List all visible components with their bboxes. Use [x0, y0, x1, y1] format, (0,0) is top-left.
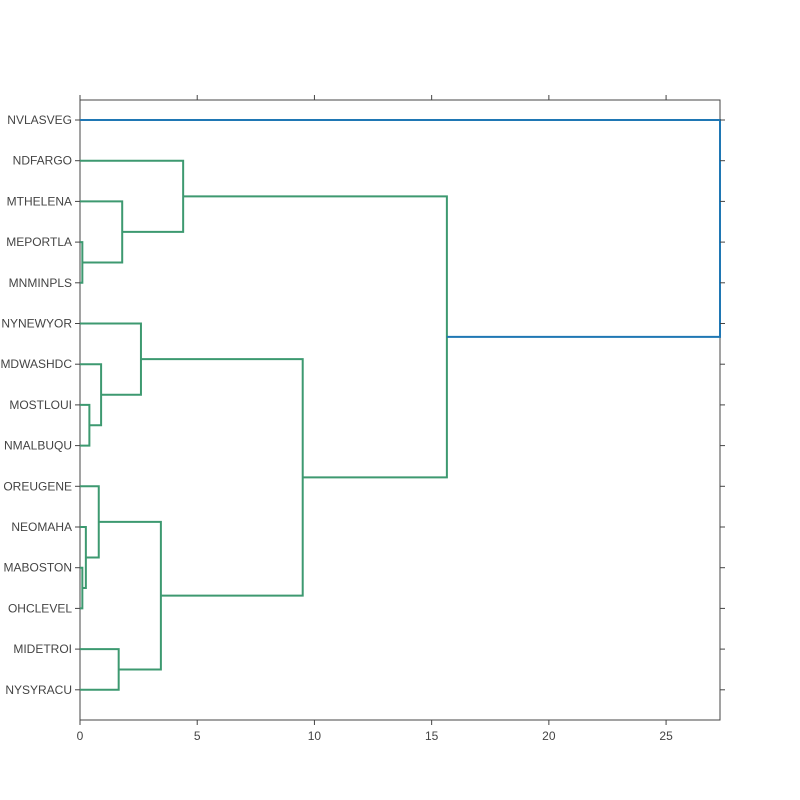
dendrogram-links — [80, 119, 721, 691]
dendrogram-link-n8 — [80, 526, 87, 590]
dendrogram-link-n9 — [80, 485, 100, 559]
leaf-label-mnminpls: MNMINPLS — [9, 276, 72, 290]
x-tick-label: 0 — [77, 729, 84, 743]
leaf-label-nvlasveg: NVLASVEG — [7, 113, 72, 127]
dendrogram-link-n14 — [80, 119, 721, 338]
dendrogram-link-n3 — [80, 159, 185, 233]
leaf-label-maboston: MABOSTON — [4, 561, 72, 575]
leaf-label-mostloui: MOSTLOUI — [9, 398, 72, 412]
x-tick-label: 15 — [425, 729, 439, 743]
dendrogram-link-n10 — [80, 648, 120, 691]
x-tick-label: 5 — [194, 729, 201, 743]
y-axis: NVLASVEG NDFARGO MTHELENA MEPORTLA MNMINPLS N… — [0, 113, 725, 697]
leaf-label-ohclevel: OHCLEVEL — [8, 601, 72, 615]
leaf-label-nmalbuqu: NMALBUQU — [4, 439, 72, 453]
dendrogram-link-n4 — [80, 403, 91, 447]
dendrogram-link-n2 — [80, 200, 124, 264]
leaf-label-ndfargo: NDFARGO — [13, 154, 72, 168]
leaf-label-mthelena: MTHELENA — [7, 194, 72, 208]
leaf-label-neomaha: NEOMAHA — [11, 520, 72, 534]
dendrogram-link-n7 — [80, 566, 84, 610]
leaf-label-oreugene: OREUGENE — [3, 479, 72, 493]
dendrogram-link-n13 — [183, 195, 448, 479]
dendrogram-link-n11 — [98, 520, 162, 671]
dendrogram-link-n6 — [80, 322, 142, 396]
leaf-label-midetroi: MIDETROI — [13, 642, 72, 656]
leaf-label-meportla: MEPORTLA — [6, 235, 72, 249]
x-axis: 0 5 10 15 20 25 — [77, 95, 673, 743]
dendrogram-link-n1 — [80, 241, 84, 284]
x-tick-label: 20 — [542, 729, 556, 743]
plot-frame — [79, 99, 721, 721]
dendrogram-link-n5 — [80, 363, 103, 427]
leaf-label-mdwashdc: MDWASHDC — [0, 357, 72, 371]
x-tick-label: 25 — [659, 729, 673, 743]
leaf-label-nynewyor: NYNEWYOR — [1, 317, 72, 331]
dendrogram-link-n12 — [140, 358, 304, 597]
x-tick-label: 10 — [308, 729, 322, 743]
leaf-label-nysyracu: NYSYRACU — [5, 683, 72, 697]
